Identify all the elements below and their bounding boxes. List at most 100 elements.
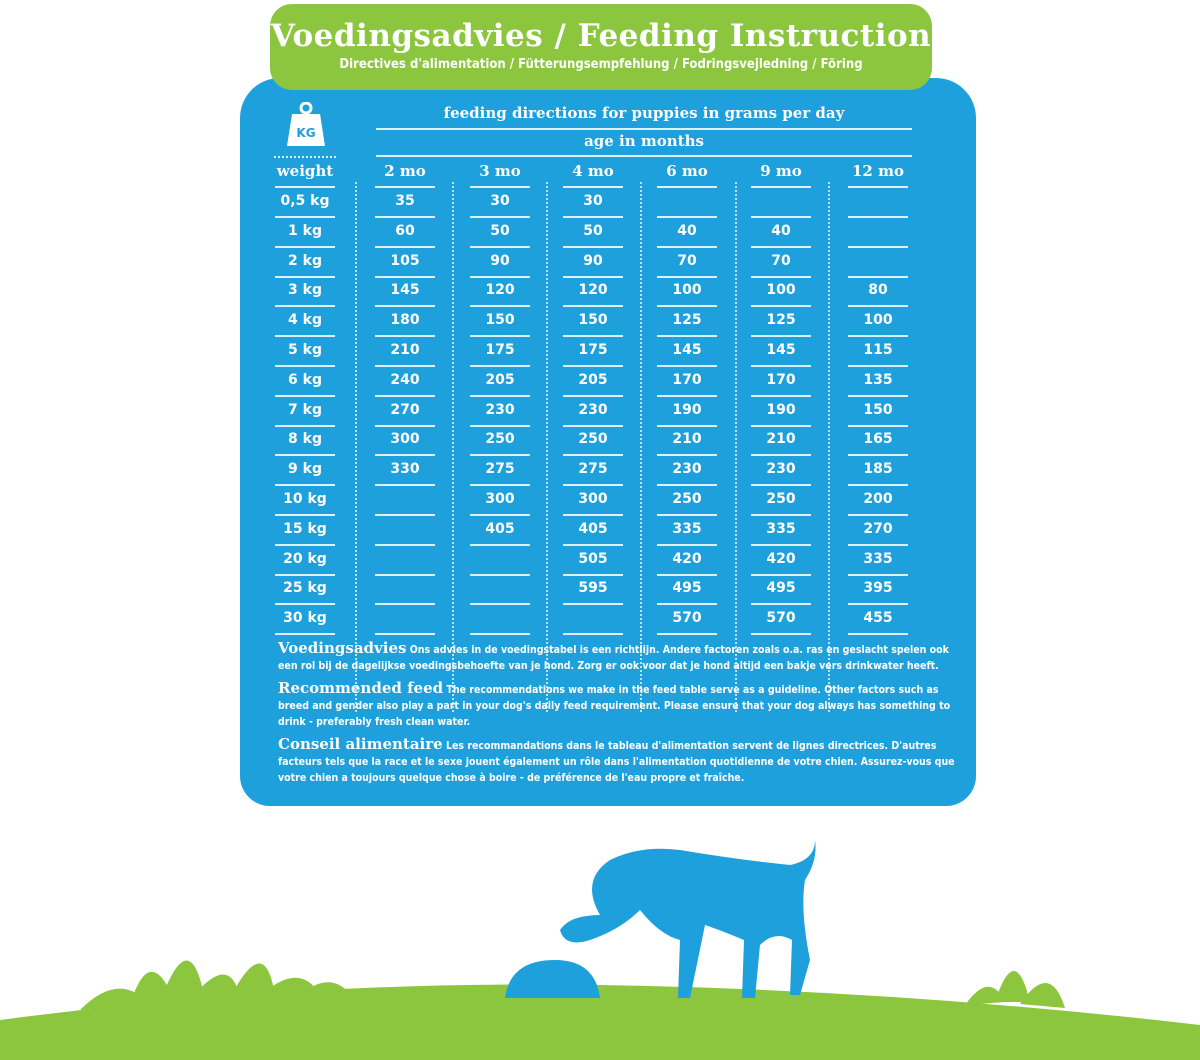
column-header: 6 mo [657,158,717,188]
weight-cell: 5 kg [275,337,335,367]
value-cell: 230 [657,456,717,487]
grass-tuft-left [80,960,350,1010]
value-cell: 90 [563,248,623,278]
value-cell: 190 [657,397,717,427]
weight-cell: 3 kg [275,277,335,308]
note-french: Conseil alimentaire Les recommandations … [278,735,955,784]
value-cell: 145 [657,337,717,367]
weight-cell: 2 kg [275,248,335,278]
value-cell: 35 [375,188,435,218]
weight-cell: 9 kg [275,456,335,487]
banner-title: Voedingsadvies / Feeding Instruction [270,18,932,54]
value-cell [375,605,435,636]
feeding-panel: KG feeding directions for puppies in gra… [240,78,976,806]
value-cell: 455 [848,605,908,636]
value-cell: 100 [751,277,811,308]
column-header: 2 mo [375,158,435,188]
value-cell: 170 [751,367,811,397]
value-cell [470,546,530,576]
column-header: 9 mo [751,158,811,188]
svg-text:KG: KG [296,126,315,140]
value-cell: 405 [563,516,623,546]
table-subtitle: age in months [584,132,704,150]
value-cell: 300 [563,486,623,516]
weight-icon: KG [287,102,325,146]
value-cell: 250 [657,486,717,516]
weight-cell: 25 kg [275,575,335,606]
value-cell: 120 [470,277,530,308]
food-bowl-icon [505,960,600,998]
column-separator [828,182,830,712]
value-cell [375,486,435,516]
column-header: 4 mo [563,158,623,188]
value-cell: 30 [563,188,623,218]
value-cell: 270 [848,516,908,546]
value-cell [848,218,908,248]
value-cell: 570 [657,605,717,636]
value-cell: 145 [751,337,811,367]
value-cell [657,188,717,218]
value-cell: 165 [848,426,908,457]
value-cell: 150 [470,307,530,338]
value-cell: 270 [375,397,435,427]
column-separator [735,182,737,712]
column-separator [640,182,642,712]
value-cell: 80 [848,277,908,308]
value-cell: 170 [657,367,717,397]
value-cell: 230 [751,456,811,487]
weight-cell: 8 kg [275,426,335,457]
value-cell: 125 [657,307,717,338]
value-cell: 50 [470,218,530,248]
value-cell [375,575,435,606]
value-cell: 570 [751,605,811,636]
title-banner: Voedingsadvies / Feeding Instruction Dir… [270,4,932,90]
value-cell: 135 [848,367,908,397]
value-cell: 505 [563,546,623,576]
note-english: Recommended feed The recommendations we … [278,679,951,728]
value-cell: 175 [563,337,623,367]
value-cell: 50 [563,218,623,248]
value-cell [470,575,530,606]
value-cell: 60 [375,218,435,248]
column-separator [355,182,357,712]
value-cell: 395 [848,575,908,606]
weight-cell: 1 kg [275,218,335,248]
value-cell: 230 [470,397,530,427]
value-cell: 30 [470,188,530,218]
weight-cell: 20 kg [275,546,335,576]
weight-cell: 15 kg [275,516,335,546]
value-cell: 120 [563,277,623,308]
value-cell: 105 [375,248,435,278]
value-cell [751,188,811,218]
grass-hill [0,984,1200,1060]
value-cell: 495 [657,575,717,606]
weight-header: weight [275,158,335,188]
value-cell [848,188,908,218]
value-cell: 335 [848,546,908,576]
value-cell: 300 [375,426,435,457]
value-cell: 250 [751,486,811,516]
value-cell: 40 [657,218,717,248]
value-cell: 150 [848,397,908,427]
weight-cell: 4 kg [275,307,335,338]
value-cell: 330 [375,456,435,487]
value-cell: 180 [375,307,435,338]
value-cell: 115 [848,337,908,367]
value-cell: 145 [375,277,435,308]
value-cell: 70 [657,248,717,278]
banner-subtitle: Directives d'alimentation / Fütterungsem… [339,57,863,72]
value-cell: 175 [470,337,530,367]
value-cell: 205 [470,367,530,397]
value-cell: 190 [751,397,811,427]
value-cell: 150 [563,307,623,338]
value-cell: 90 [470,248,530,278]
value-cell: 230 [563,397,623,427]
value-cell: 300 [470,486,530,516]
value-cell [375,546,435,576]
value-cell: 595 [563,575,623,606]
value-cell: 100 [848,307,908,338]
value-cell: 200 [848,486,908,516]
value-cell [563,605,623,636]
value-cell: 335 [657,516,717,546]
weight-cell: 7 kg [275,397,335,427]
